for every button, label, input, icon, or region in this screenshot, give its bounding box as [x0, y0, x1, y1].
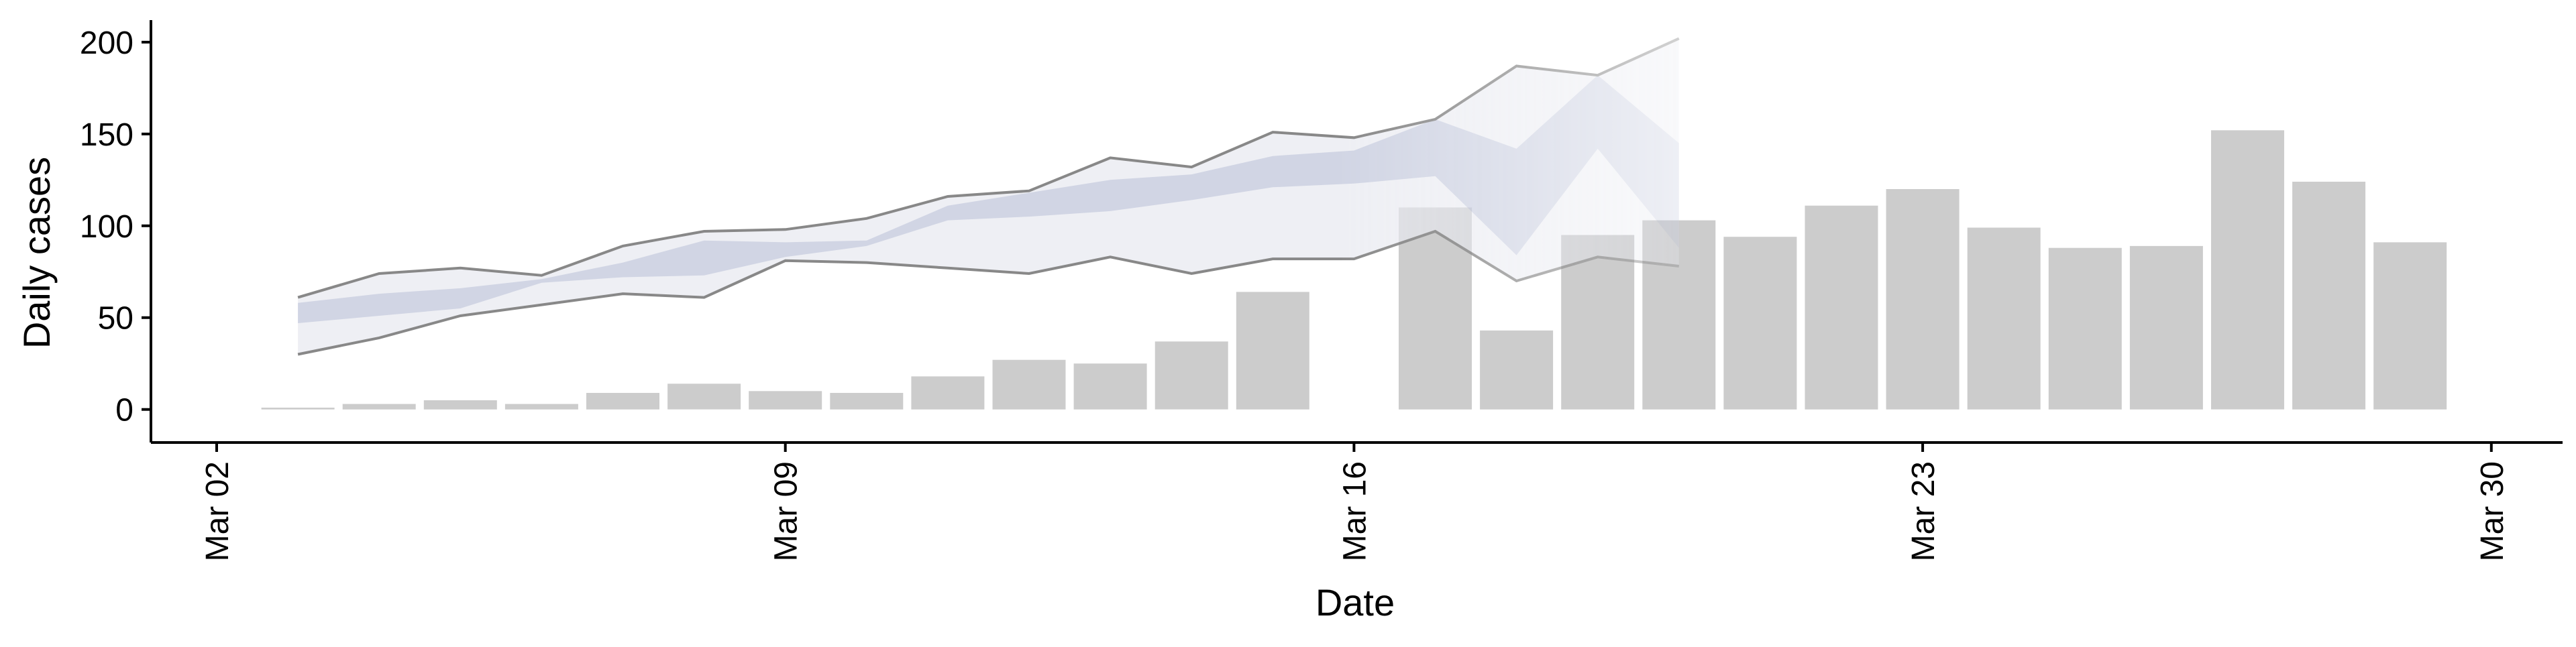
bar	[2292, 182, 2366, 410]
bar	[2211, 130, 2284, 410]
bar	[1805, 205, 1878, 410]
bar	[1236, 292, 1309, 410]
bar	[504, 404, 578, 410]
x-tick-label: Mar 02	[200, 461, 235, 561]
bar	[342, 404, 416, 410]
band-layer	[297, 37, 1680, 356]
bar	[1886, 189, 1960, 410]
axes-layer: 0 50 100 150 200 Mar 02 Mar 09 Mar 16 Mar 23 Mar …	[80, 20, 2563, 561]
y-axis-title: Daily cases	[15, 157, 58, 349]
bar	[2373, 242, 2447, 410]
bar	[2048, 247, 2122, 410]
bar	[423, 400, 497, 410]
y-tick-label: 100	[80, 209, 133, 245]
bar	[2129, 245, 2203, 410]
bar	[586, 393, 659, 410]
bar	[911, 376, 985, 410]
bar	[1073, 363, 1147, 410]
bar	[830, 393, 904, 410]
x-tick-label: Mar 09	[769, 461, 804, 561]
bar	[1155, 341, 1228, 410]
x-axis-title: Date	[1316, 581, 1395, 624]
bar	[1723, 237, 1797, 410]
bar	[667, 384, 741, 410]
interval-upper-line	[297, 37, 1680, 299]
y-tick-label: 50	[98, 301, 133, 337]
y-tick-label: 0	[115, 393, 133, 428]
bar	[749, 391, 822, 410]
interval-lower-line	[297, 229, 1680, 356]
y-tick-label: 150	[80, 117, 133, 153]
bar	[261, 408, 335, 410]
interval-inner-band	[298, 75, 1679, 323]
bar	[1480, 330, 1554, 410]
bar	[1967, 227, 2041, 410]
bar	[992, 359, 1066, 410]
x-tick-label: Mar 16	[1337, 461, 1373, 561]
y-tick-label: 200	[80, 25, 133, 61]
x-tick-label: Mar 30	[2475, 461, 2510, 561]
x-tick-label: Mar 23	[1906, 461, 1941, 561]
